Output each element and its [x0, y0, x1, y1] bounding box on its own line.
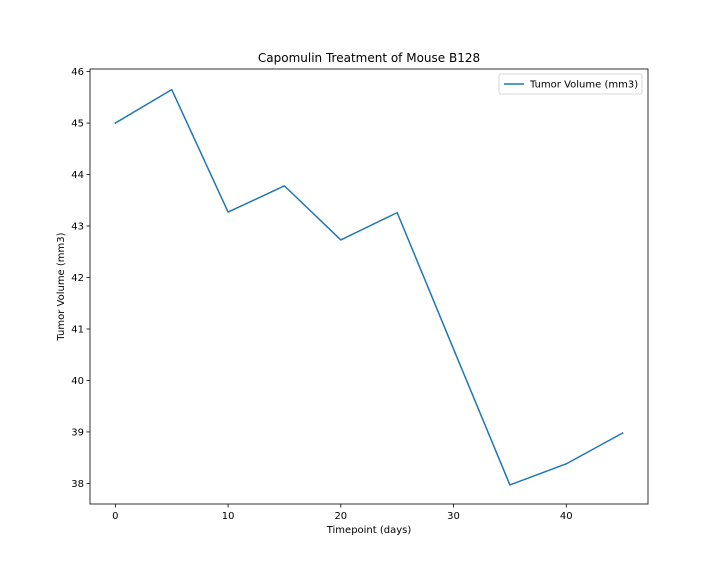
- plot-lines: [114, 88, 624, 486]
- x-tick-label: 20: [334, 511, 347, 522]
- y-tick-label: 40: [71, 376, 84, 387]
- x-axis-ticks: 0 10 20 30 40: [112, 504, 573, 522]
- legend-box: [498, 73, 643, 95]
- legend: Tumor Volume (mm3): [498, 73, 643, 95]
- y-tick-label: 43: [71, 222, 84, 233]
- y-tick-label: 44: [71, 170, 84, 181]
- y-axis-ticks: 38 39 40 41 42 43 44 45 46: [71, 67, 90, 490]
- series-line: [114, 88, 624, 486]
- y-tick-label: 45: [71, 119, 84, 130]
- y-tick-label: 46: [71, 67, 84, 78]
- y-tick-label: 39: [71, 427, 84, 438]
- y-tick-label: 38: [71, 479, 84, 490]
- x-tick-label: 40: [560, 511, 573, 522]
- y-tick-label: 41: [71, 324, 84, 335]
- x-tick-label: 0: [112, 511, 118, 522]
- chart-title: Capomulin Treatment of Mouse B128: [258, 51, 480, 65]
- y-axis-label: Tumor Volume (mm3): [56, 232, 67, 341]
- y-tick-label: 42: [71, 273, 84, 284]
- legend-label: Tumor Volume (mm3): [529, 80, 638, 91]
- x-tick-label: 30: [447, 511, 460, 522]
- plot-frame: [89, 68, 649, 505]
- x-tick-label: 10: [222, 511, 235, 522]
- x-axis-label: Timepoint (days): [326, 525, 412, 536]
